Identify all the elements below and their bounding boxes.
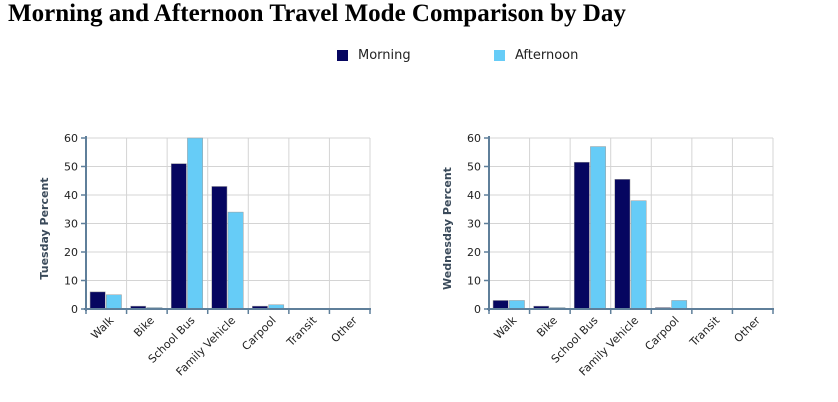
y-tick-label: 60 <box>64 132 78 145</box>
x-tick-label: Bike <box>131 314 157 340</box>
bar-afternoon-school-bus <box>187 137 203 310</box>
bar-morning-school-bus <box>170 163 187 310</box>
x-tick-label: Other <box>329 314 361 346</box>
bar-morning-family-vehicle <box>211 186 228 310</box>
x-tick-label: Other <box>732 314 764 346</box>
legend-label-afternoon: Afternoon <box>515 48 579 63</box>
x-tick-label: Carpool <box>239 314 278 353</box>
bar-morning-school-bus <box>573 161 590 310</box>
x-tick-label: Carpool <box>642 314 681 353</box>
y-tick-label: 50 <box>467 161 481 174</box>
legend-item-afternoon: Afternoon <box>494 48 578 63</box>
x-tick-label: Transit <box>284 313 320 349</box>
y-tick-label: 30 <box>64 218 78 231</box>
y-tick-label: 0 <box>71 303 78 316</box>
x-tick-label: Bike <box>534 314 560 340</box>
y-tick-label: 10 <box>467 275 481 288</box>
legend-label-morning: Morning <box>358 48 411 63</box>
bar-morning-walk <box>492 300 509 310</box>
y-tick-label: 0 <box>474 303 481 316</box>
x-tick-label: Transit <box>687 313 723 349</box>
legend-item-morning: Morning <box>337 48 411 63</box>
y-tick-label: 40 <box>467 189 481 202</box>
bar-morning-walk <box>89 291 106 310</box>
bar-afternoon-walk <box>106 294 122 310</box>
y-axis-label: Tuesday Percent <box>38 177 51 279</box>
bar-morning-family-vehicle <box>614 179 631 310</box>
bar-afternoon-carpool <box>671 300 688 310</box>
bar-afternoon-family-vehicle <box>630 200 647 310</box>
y-tick-label: 60 <box>467 132 481 145</box>
y-tick-label: 40 <box>64 189 78 202</box>
bar-afternoon-family-vehicle <box>227 211 244 310</box>
y-axis-label: Wednesday Percent <box>441 167 454 290</box>
legend-swatch-afternoon <box>494 50 505 61</box>
legend: Morning Afternoon <box>0 48 838 68</box>
bar-afternoon-walk <box>509 300 525 310</box>
legend-swatch-morning <box>337 50 348 61</box>
y-tick-label: 50 <box>64 161 78 174</box>
page-title: Morning and Afternoon Travel Mode Compar… <box>8 0 626 27</box>
x-tick-label: Walk <box>492 313 520 341</box>
y-tick-label: 20 <box>64 246 78 259</box>
x-tick-label: Walk <box>89 313 117 341</box>
y-tick-label: 20 <box>467 246 481 259</box>
y-tick-label: 10 <box>64 275 78 288</box>
y-tick-label: 30 <box>467 218 481 231</box>
bar-afternoon-school-bus <box>590 146 606 310</box>
